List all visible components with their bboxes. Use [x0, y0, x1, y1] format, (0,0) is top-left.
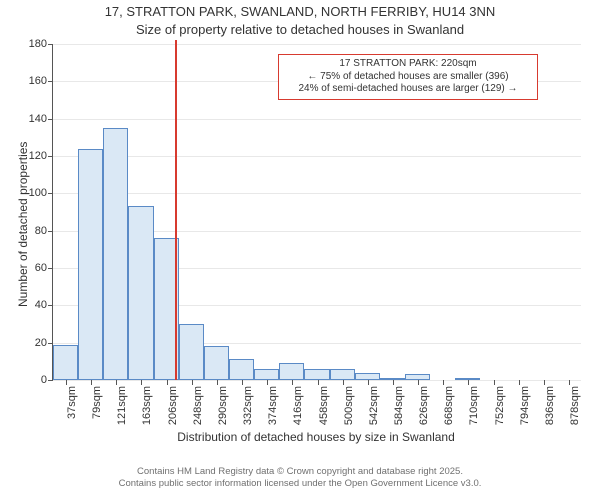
x-tick-label: 458sqm	[318, 386, 330, 425]
attribution-line-2: Contains public sector information licen…	[0, 478, 600, 490]
histogram-bar	[53, 345, 78, 380]
x-tick-label: 416sqm	[292, 386, 304, 425]
histogram-bar	[154, 238, 179, 380]
y-tick-mark	[48, 343, 53, 344]
x-tick-mark	[116, 380, 117, 385]
gridline	[53, 44, 581, 45]
histogram-bar	[78, 149, 103, 380]
y-tick-label: 120	[29, 150, 47, 162]
y-tick-label: 60	[35, 262, 47, 274]
histogram-bar	[204, 346, 229, 380]
x-tick-label: 206sqm	[167, 386, 179, 425]
y-tick-label: 40	[35, 299, 47, 311]
x-tick-label: 584sqm	[393, 386, 405, 425]
x-tick-label: 500sqm	[343, 386, 355, 425]
y-tick-label: 0	[41, 374, 47, 386]
histogram-bar	[229, 359, 254, 380]
gridline	[53, 119, 581, 120]
x-tick-mark	[544, 380, 545, 385]
x-tick-label: 290sqm	[217, 386, 229, 425]
x-tick-label: 668sqm	[443, 386, 455, 425]
x-tick-label: 626sqm	[418, 386, 430, 425]
gridline	[53, 193, 581, 194]
x-tick-mark	[343, 380, 344, 385]
x-tick-label: 79sqm	[91, 386, 103, 419]
y-tick-label: 20	[35, 337, 47, 349]
x-tick-mark	[494, 380, 495, 385]
x-tick-mark	[167, 380, 168, 385]
x-tick-mark	[292, 380, 293, 385]
y-tick-label: 80	[35, 225, 47, 237]
x-tick-label: 121sqm	[116, 386, 128, 425]
histogram-bar	[179, 324, 204, 380]
x-tick-mark	[519, 380, 520, 385]
x-tick-mark	[468, 380, 469, 385]
histogram-bar	[304, 369, 329, 380]
chart-title-line-1: 17, STRATTON PARK, SWANLAND, NORTH FERRI…	[0, 4, 600, 19]
x-tick-label: 248sqm	[192, 386, 204, 425]
x-tick-label: 37sqm	[66, 386, 78, 419]
x-tick-mark	[242, 380, 243, 385]
attribution-text: Contains HM Land Registry data © Crown c…	[0, 466, 600, 490]
x-tick-mark	[318, 380, 319, 385]
gridline	[53, 156, 581, 157]
histogram-bar	[355, 373, 380, 380]
y-tick-mark	[48, 81, 53, 82]
x-tick-mark	[66, 380, 67, 385]
x-tick-mark	[91, 380, 92, 385]
x-tick-mark	[141, 380, 142, 385]
y-tick-mark	[48, 44, 53, 45]
x-tick-mark	[569, 380, 570, 385]
x-tick-label: 163sqm	[141, 386, 153, 425]
histogram-bar	[330, 369, 355, 380]
annotation-line: 17 STRATTON PARK: 220sqm	[285, 58, 531, 71]
histogram-bar	[279, 363, 304, 380]
x-tick-mark	[368, 380, 369, 385]
annotation-line: 24% of semi-detached houses are larger (…	[285, 83, 531, 96]
x-tick-mark	[393, 380, 394, 385]
x-tick-mark	[192, 380, 193, 385]
x-tick-label: 794sqm	[519, 386, 531, 425]
y-tick-mark	[48, 380, 53, 381]
annotation-line: ← 75% of detached houses are smaller (39…	[285, 71, 531, 84]
y-tick-mark	[48, 231, 53, 232]
x-tick-label: 332sqm	[242, 386, 254, 425]
x-tick-mark	[443, 380, 444, 385]
x-axis-label: Distribution of detached houses by size …	[52, 430, 580, 444]
y-tick-mark	[48, 156, 53, 157]
y-axis-label: Number of detached properties	[16, 142, 30, 307]
x-tick-label: 710sqm	[468, 386, 480, 425]
x-tick-mark	[267, 380, 268, 385]
chart-title-line-2: Size of property relative to detached ho…	[0, 22, 600, 37]
x-tick-mark	[418, 380, 419, 385]
x-tick-mark	[217, 380, 218, 385]
y-tick-label: 140	[29, 113, 47, 125]
y-tick-mark	[48, 119, 53, 120]
x-tick-label: 752sqm	[494, 386, 506, 425]
x-tick-label: 836sqm	[544, 386, 556, 425]
y-tick-mark	[48, 268, 53, 269]
annotation-callout: 17 STRATTON PARK: 220sqm← 75% of detache…	[278, 54, 538, 100]
histogram-bar	[254, 369, 279, 380]
x-tick-label: 542sqm	[368, 386, 380, 425]
y-tick-mark	[48, 193, 53, 194]
histogram-bar	[128, 206, 153, 380]
y-tick-label: 180	[29, 38, 47, 50]
x-tick-label: 878sqm	[569, 386, 581, 425]
chart-plot-area: 02040608010012014016018037sqm79sqm121sqm…	[52, 44, 581, 381]
y-tick-mark	[48, 305, 53, 306]
y-tick-label: 160	[29, 75, 47, 87]
x-tick-label: 374sqm	[267, 386, 279, 425]
attribution-line-1: Contains HM Land Registry data © Crown c…	[0, 466, 600, 478]
y-tick-label: 100	[29, 187, 47, 199]
histogram-bar	[103, 128, 128, 380]
